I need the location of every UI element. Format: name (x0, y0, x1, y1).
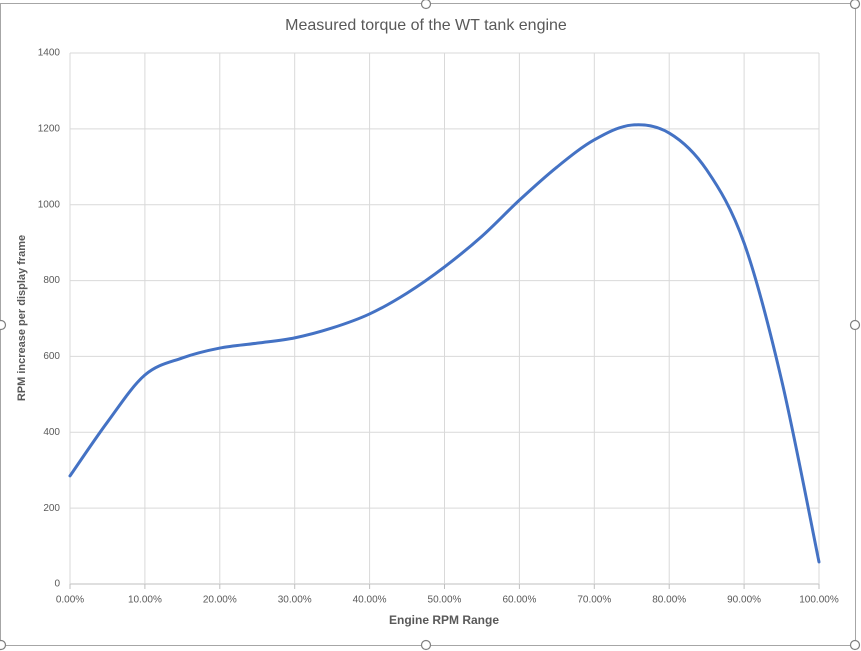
handle (849, 319, 861, 331)
handle (0, 319, 7, 331)
x-tick-label: 0.00% (56, 595, 84, 606)
handle (420, 639, 432, 651)
x-tick-label: 100.00% (799, 595, 839, 606)
y-tick-label: 1000 (38, 199, 61, 210)
x-tick-label: 80.00% (652, 595, 686, 606)
x-tick-label: 70.00% (577, 595, 611, 606)
y-tick-label: 800 (43, 275, 60, 286)
x-tick-label: 90.00% (727, 595, 761, 606)
x-tick-label: 30.00% (278, 595, 312, 606)
y-tick-label: 400 (43, 427, 60, 438)
x-axis-title: Engine RPM Range (389, 613, 499, 627)
y-tick-label: 1200 (38, 123, 61, 134)
x-tick-label: 20.00% (203, 595, 237, 606)
y-axis-title: RPM increase per display frame (16, 235, 28, 401)
handle (849, 0, 861, 10)
handle (849, 639, 861, 651)
y-tick-label: 600 (43, 351, 60, 362)
chart-frame (0, 3, 856, 646)
y-tick-label: 0 (54, 579, 60, 590)
x-tick-label: 50.00% (428, 595, 462, 606)
x-tick-label: 60.00% (502, 595, 536, 606)
handle (0, 639, 7, 651)
handle (420, 0, 432, 10)
data-line (68, 123, 821, 564)
y-tick-label: 200 (43, 503, 60, 514)
x-tick-label: 40.00% (353, 595, 387, 606)
chart-title: Measured torque of the WT tank engine (285, 17, 567, 34)
x-tick-label: 10.00% (128, 595, 162, 606)
y-tick-label: 1400 (38, 48, 61, 59)
